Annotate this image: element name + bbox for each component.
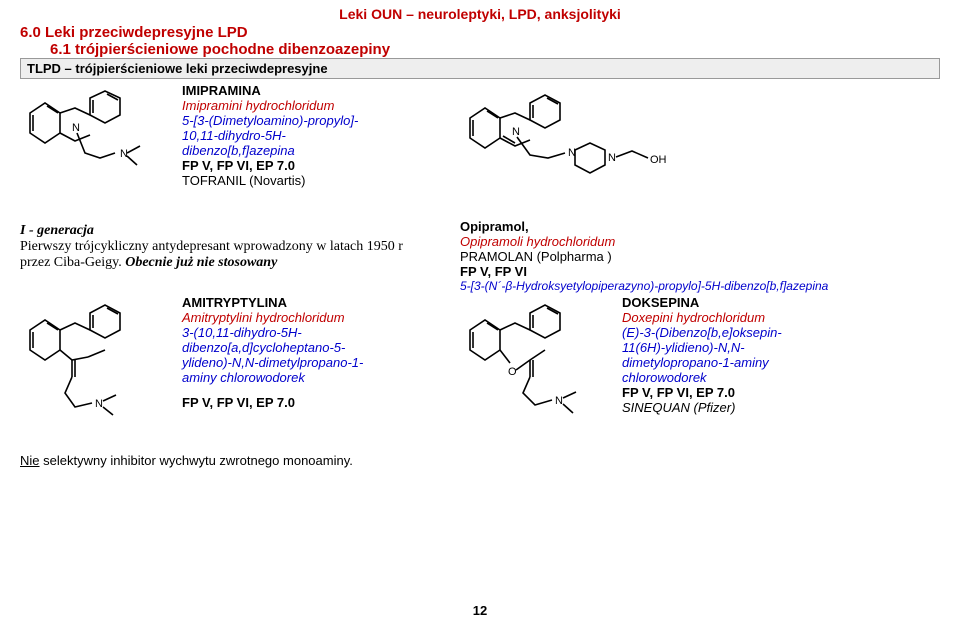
structure-imipramine: N N bbox=[20, 83, 180, 203]
opi-chem: 5-[3-(N´-β-Hydroksyetylopiperazyno)-prop… bbox=[460, 279, 940, 293]
footer-pre: Nie bbox=[20, 453, 40, 468]
dox-name: DOKSEPINA bbox=[622, 295, 940, 310]
svg-text:N: N bbox=[512, 126, 520, 138]
structure-doxepin: O N bbox=[460, 295, 620, 435]
generation-note: I - generacja Pierwszy trójcykliczny ant… bbox=[20, 223, 460, 271]
imi-fp: FP V, FP VI, EP 7.0 bbox=[182, 158, 460, 173]
imi-brand: TOFRANIL (Novartis) bbox=[182, 173, 460, 188]
svg-text:OH: OH bbox=[650, 154, 667, 166]
page-number: 12 bbox=[0, 603, 960, 618]
ami-chem4: aminy chlorowodorek bbox=[182, 370, 460, 385]
ami-chem1: 3-(10,11-dihydro-5H- bbox=[182, 325, 460, 340]
structure-opipramol: N N N OH bbox=[460, 83, 760, 203]
info-doxepin: DOKSEPINA Doxepini hydrochloridum (E)-3-… bbox=[620, 295, 940, 435]
tlpd-subheader: TLPD – trójpierścieniowe leki przeciwdep… bbox=[20, 58, 940, 79]
footer-rest: selektywny inhibitor wychwytu zwrotnego … bbox=[40, 453, 353, 468]
dox-latin: Doxepini hydrochloridum bbox=[622, 310, 940, 325]
ami-chem3: ylideno)-N,N-dimetylpropano-1- bbox=[182, 355, 460, 370]
imi-chem2: 10,11-dihydro-5H- bbox=[182, 128, 460, 143]
page-header: Leki OUN – neuroleptyki, LPD, anksjolity… bbox=[20, 6, 940, 22]
svg-text:N: N bbox=[555, 395, 563, 407]
dox-chem1: (E)-3-(Dibenzo[b,e]oksepin- bbox=[622, 325, 940, 340]
dox-brand: SINEQUAN (Pfizer) bbox=[622, 400, 940, 415]
dox-fp: FP V, FP VI, EP 7.0 bbox=[622, 385, 940, 400]
svg-text:N: N bbox=[72, 122, 80, 134]
ami-fp: FP V, FP VI, EP 7.0 bbox=[182, 395, 460, 410]
dox-chem3: dimetylopropano-1-aminy bbox=[622, 355, 940, 370]
ami-latin: Amitryptylini hydrochloridum bbox=[182, 310, 460, 325]
gen-line2b: Obecnie już nie stosowany bbox=[125, 255, 277, 270]
dox-chem4: chlorowodorek bbox=[622, 370, 940, 385]
imi-name: IMIPRAMINA bbox=[182, 83, 460, 98]
imi-latin: Imipramini hydrochloridum bbox=[182, 98, 460, 113]
gen-line2a: przez Ciba-Geigy. bbox=[20, 255, 125, 270]
heading-6-0: 6.0 Leki przeciwdepresyjne LPD bbox=[20, 24, 940, 41]
opi-brand: PRAMOLAN (Polpharma ) bbox=[460, 249, 940, 264]
svg-text:N: N bbox=[95, 398, 103, 410]
imi-chem1: 5-[3-(Dimetyloamino)-propylo]- bbox=[182, 113, 460, 128]
structure-amitryptyline: N bbox=[20, 295, 180, 435]
info-imipramine: IMIPRAMINA Imipramini hydrochloridum 5-[… bbox=[180, 83, 460, 203]
imi-chem3: dibenzo[b,f]azepina bbox=[182, 143, 460, 158]
heading-6-1: 6.1 trójpierścieniowe pochodne dibenzoaz… bbox=[50, 41, 940, 58]
ami-name: AMITRYPTYLINA bbox=[182, 295, 460, 310]
opi-latin: Opipramoli hydrochloridum bbox=[460, 234, 940, 249]
gen-line1: Pierwszy trójcykliczny antydepresant wpr… bbox=[20, 239, 403, 254]
ami-chem2: dibenzo[a,d]cycloheptano-5- bbox=[182, 340, 460, 355]
svg-text:N: N bbox=[120, 148, 128, 160]
svg-text:N: N bbox=[608, 152, 616, 164]
gen-title: I - generacja bbox=[20, 223, 94, 238]
info-amitryptyline: AMITRYPTYLINA Amitryptylini hydrochlorid… bbox=[180, 295, 460, 435]
svg-text:O: O bbox=[508, 366, 517, 378]
opi-fp: FP V, FP VI bbox=[460, 264, 940, 279]
dox-chem2: 11(6H)-ylidieno)-N,N- bbox=[622, 340, 940, 355]
opi-name: Opipramol, bbox=[460, 219, 940, 234]
